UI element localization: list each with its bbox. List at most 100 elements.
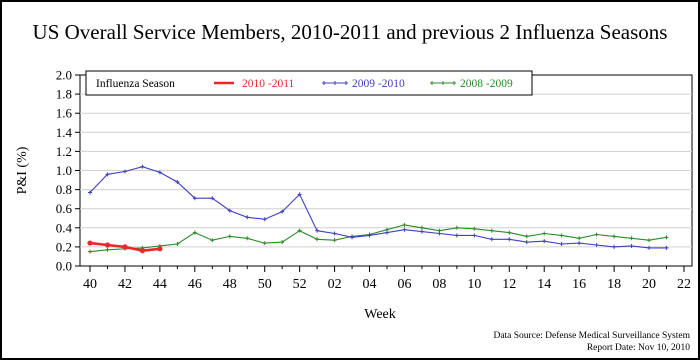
data-point bbox=[612, 234, 617, 239]
data-point bbox=[122, 244, 128, 250]
data-point bbox=[297, 228, 302, 233]
y-tick-label: 0.6 bbox=[56, 201, 73, 216]
data-point bbox=[454, 225, 459, 230]
data-point bbox=[629, 236, 634, 241]
x-tick-label: 46 bbox=[188, 277, 202, 292]
data-point bbox=[489, 228, 494, 233]
y-tick-label: 0.0 bbox=[56, 259, 72, 274]
x-tick-label: 10 bbox=[467, 277, 481, 292]
y-tick-label: 0.4 bbox=[56, 220, 73, 235]
data-point bbox=[664, 235, 669, 240]
y-tick-label: 1.6 bbox=[56, 106, 73, 121]
data-point bbox=[542, 231, 547, 236]
x-tick-label: 14 bbox=[537, 277, 551, 292]
legend-entry-label: 2009 -2010 bbox=[352, 78, 405, 90]
x-tick-label: 12 bbox=[502, 277, 516, 292]
data-point bbox=[507, 230, 512, 235]
data-point bbox=[594, 242, 599, 247]
data-point bbox=[175, 242, 180, 247]
data-point bbox=[664, 245, 669, 250]
series-line bbox=[89, 224, 667, 253]
x-tick-label: 08 bbox=[432, 277, 446, 292]
data-point bbox=[507, 237, 512, 242]
x-axis-label: Week bbox=[364, 307, 396, 322]
legend-box bbox=[85, 70, 533, 96]
data-point bbox=[542, 239, 547, 244]
x-tick-label: 16 bbox=[572, 277, 586, 292]
data-point bbox=[629, 243, 634, 248]
data-point bbox=[245, 236, 250, 241]
data-point bbox=[262, 241, 267, 246]
data-point bbox=[87, 240, 93, 246]
data-point bbox=[210, 238, 215, 243]
y-tick-label: 0.2 bbox=[56, 239, 72, 254]
legend-entry-label: 2010 -2011 bbox=[242, 78, 295, 90]
data-point bbox=[489, 237, 494, 242]
y-tick-label: 1.4 bbox=[56, 125, 73, 140]
data-point bbox=[122, 169, 127, 174]
data-point bbox=[280, 240, 285, 245]
y-tick-label: 1.2 bbox=[56, 144, 72, 159]
data-point bbox=[105, 172, 110, 177]
data-point bbox=[315, 228, 320, 233]
data-point bbox=[647, 238, 652, 243]
legend-swatch-marker bbox=[441, 81, 445, 85]
data-point bbox=[227, 208, 232, 213]
data-point bbox=[367, 233, 372, 238]
legend-title: Influenza Season bbox=[96, 78, 175, 90]
data-point bbox=[157, 246, 163, 252]
data-point bbox=[472, 226, 477, 231]
data-point bbox=[577, 236, 582, 241]
legend-swatch-marker bbox=[430, 81, 434, 85]
x-tick-label: 06 bbox=[397, 277, 411, 292]
data-point bbox=[419, 229, 424, 234]
x-tick-label: 52 bbox=[293, 277, 307, 292]
x-tick-label: 50 bbox=[258, 277, 272, 292]
data-point bbox=[402, 222, 407, 227]
data-point bbox=[402, 227, 407, 232]
x-tick-label: 18 bbox=[607, 277, 621, 292]
x-tick-label: 44 bbox=[153, 277, 167, 292]
y-axis-label: P&I (%) bbox=[15, 146, 30, 194]
x-tick-label: 20 bbox=[642, 277, 656, 292]
data-point bbox=[245, 215, 250, 220]
data-point bbox=[210, 196, 215, 201]
data-point bbox=[559, 242, 564, 247]
data-point bbox=[594, 232, 599, 237]
data-point bbox=[227, 234, 232, 239]
legend-entry-label: 2008 -2009 bbox=[460, 78, 513, 90]
data-point bbox=[88, 249, 92, 254]
legend-swatch-marker bbox=[322, 81, 326, 85]
y-tick-label: 0.8 bbox=[56, 182, 72, 197]
x-tick-label: 48 bbox=[223, 277, 237, 292]
data-point bbox=[315, 237, 320, 242]
report-date-line: Report Date: Nov 10, 2010 bbox=[586, 343, 690, 353]
data-point bbox=[104, 242, 111, 248]
data-point bbox=[139, 248, 146, 254]
data-source-note: Data Source: Defense Medical Surveillanc… bbox=[493, 330, 690, 354]
x-tick-label: 42 bbox=[118, 277, 132, 292]
data-point bbox=[88, 190, 92, 195]
series-line bbox=[89, 166, 667, 249]
data-point bbox=[262, 217, 267, 222]
data-point bbox=[350, 235, 355, 240]
data-point bbox=[437, 231, 442, 236]
data-point bbox=[559, 233, 564, 238]
data-point bbox=[105, 247, 110, 252]
y-tick-label: 1.8 bbox=[56, 87, 72, 102]
data-point bbox=[419, 225, 424, 230]
data-point bbox=[647, 245, 652, 250]
data-point bbox=[472, 233, 477, 238]
data-point bbox=[175, 179, 180, 184]
data-point bbox=[454, 233, 459, 238]
legend-swatch-marker bbox=[333, 81, 337, 85]
data-point bbox=[612, 244, 617, 249]
data-point bbox=[192, 196, 197, 201]
x-tick-label: 04 bbox=[363, 277, 377, 292]
data-point bbox=[384, 230, 389, 235]
x-tick-label: 02 bbox=[328, 277, 342, 292]
data-source-line: Data Source: Defense Medical Surveillanc… bbox=[493, 331, 690, 341]
data-point bbox=[524, 240, 529, 245]
